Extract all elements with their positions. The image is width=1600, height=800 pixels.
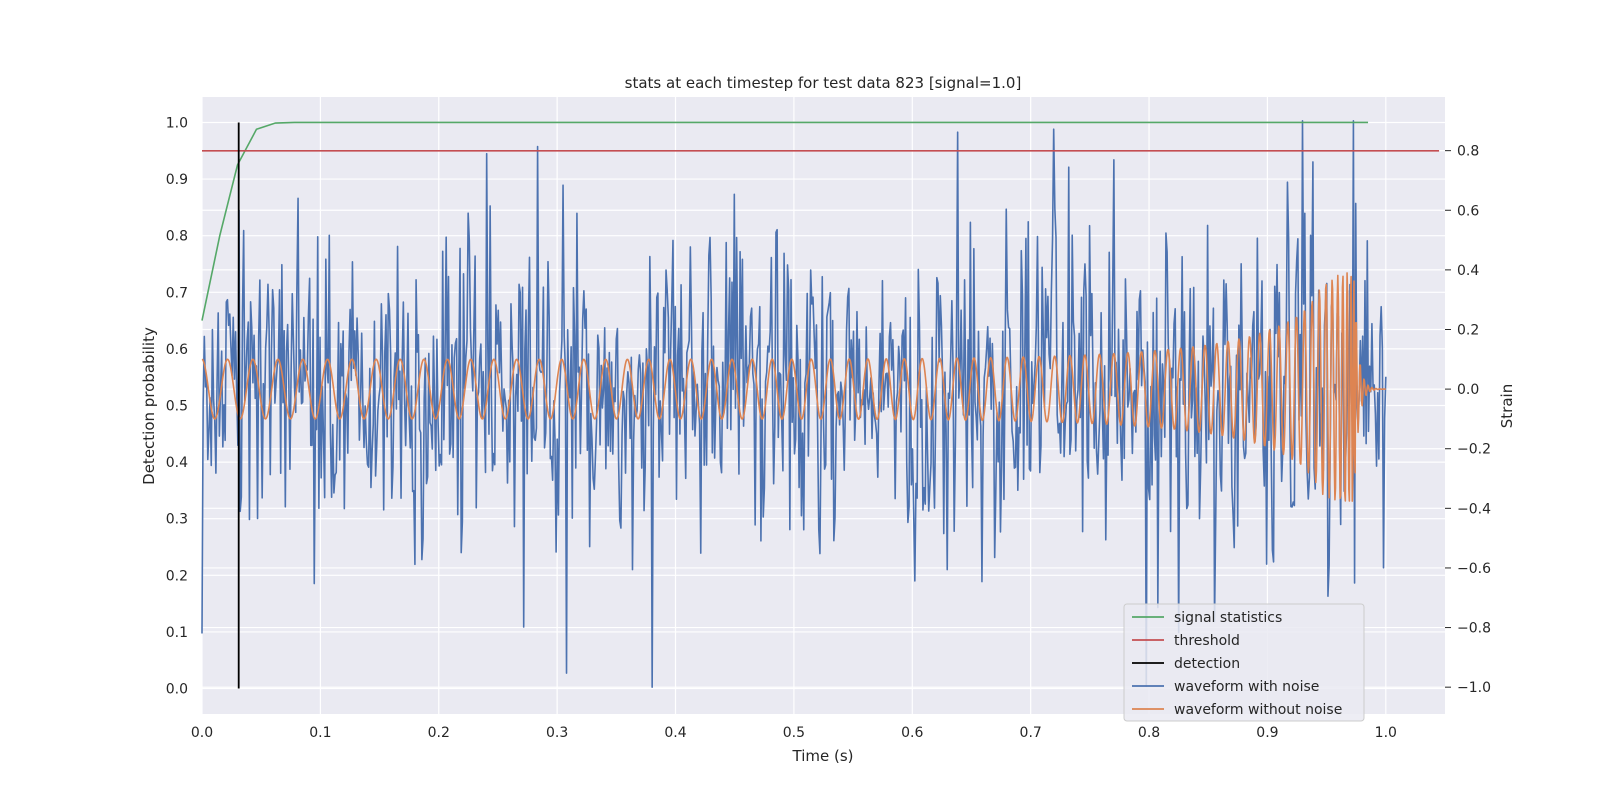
y-left-tick-label: 0.3 — [166, 512, 188, 528]
y-left-tick-label: 0.4 — [166, 455, 188, 471]
x-tick-label: 1.0 — [1375, 725, 1397, 741]
x-tick-label: 0.6 — [901, 725, 923, 741]
chart-title: stats at each timestep for test data 823… — [625, 74, 1022, 92]
legend-box — [1123, 603, 1365, 722]
y-right-tick-label: −1.0 — [1457, 680, 1491, 696]
y-left-tick-label: 0.9 — [166, 172, 188, 188]
y-right-tick-label: −0.8 — [1457, 621, 1491, 637]
y-left-tick-label: 0.0 — [166, 682, 188, 698]
y-right-tick-label: 0.2 — [1457, 322, 1479, 338]
ticks-layer: 0.0 0.1 0.2 0.3 0.4 0.5 0.6 0.7 0.8 0.9 1.0 0.0 0.1 0… — [166, 115, 1491, 741]
x-tick-label: 0.3 — [546, 725, 568, 741]
legend: signal statistics threshold detection wavef… — [1123, 603, 1365, 722]
y-left-tick-label: 0.7 — [166, 285, 188, 301]
y-right-tick-label: −0.2 — [1457, 442, 1491, 458]
series-waveform-without-noise — [201, 272, 1387, 502]
x-axis-label: Time (s) — [792, 747, 854, 765]
x-tick-label: 0.2 — [428, 725, 450, 741]
y-right-tick-label: −0.4 — [1457, 501, 1491, 517]
x-tick-label: 0.5 — [783, 725, 805, 741]
y-left-tick-label: 0.2 — [166, 568, 188, 584]
y-right-tick-label: 0.6 — [1457, 203, 1479, 219]
y-right-tick-label: 0.4 — [1457, 263, 1479, 279]
y-left-tick-label: 1.0 — [166, 115, 188, 131]
x-tick-label: 0.1 — [309, 725, 331, 741]
x-tick-label: 0.9 — [1256, 725, 1278, 741]
y-right-tick-label: −0.6 — [1457, 561, 1491, 577]
series-waveform-with-noise — [201, 120, 1387, 688]
x-tick-label: 0.0 — [191, 725, 213, 741]
y-axis-label-right: Strain — [1498, 384, 1516, 428]
y-left-tick-label: 0.5 — [166, 399, 188, 415]
y-left-tick-label: 0.1 — [166, 625, 188, 641]
y-left-tick-label: 0.8 — [166, 229, 188, 245]
y-axis-label-left: Detection probability — [140, 327, 158, 485]
legend-label: waveform without noise — [1174, 702, 1342, 718]
y-left-tick-label: 0.6 — [166, 342, 188, 358]
legend-label: detection — [1174, 656, 1240, 672]
x-tick-label: 0.7 — [1020, 725, 1042, 741]
legend-label: waveform with noise — [1174, 679, 1319, 695]
x-tick-label: 0.4 — [664, 725, 686, 741]
legend-label: signal statistics — [1174, 610, 1282, 626]
y-right-tick-label: 0.8 — [1457, 144, 1479, 160]
legend-label: threshold — [1174, 633, 1240, 649]
y-right-tick-label: 0.0 — [1457, 382, 1479, 398]
x-tick-label: 0.8 — [1138, 725, 1160, 741]
series-signal-statistics — [201, 121, 1369, 321]
series-layer — [201, 120, 1440, 689]
